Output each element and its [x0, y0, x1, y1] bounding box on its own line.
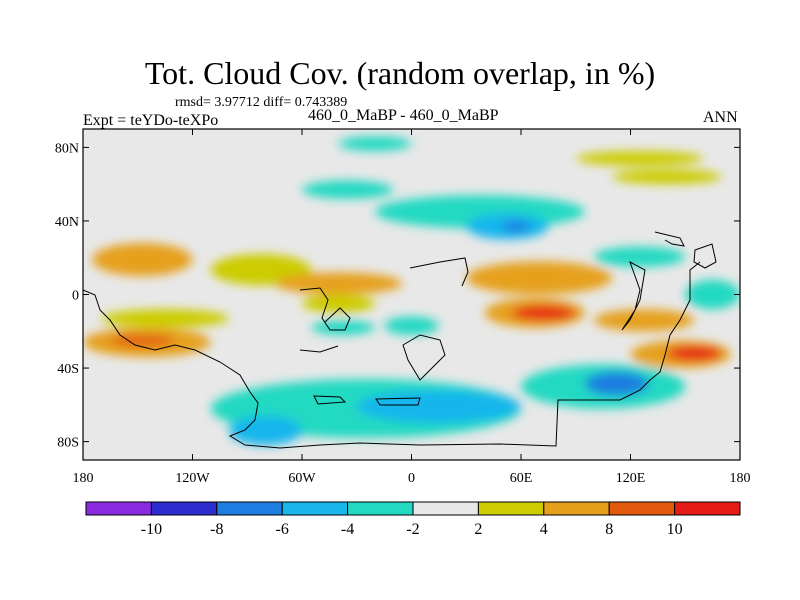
coastlines	[83, 231, 717, 449]
stats-text: rmsd= 3.97712 diff= 0.743389	[175, 95, 348, 110]
y-tick-label: 0	[72, 289, 79, 304]
anomaly-region-13	[594, 309, 695, 332]
coastline-ice-shelf-a	[313, 395, 347, 405]
colorbar-label: 4	[540, 521, 548, 538]
colorbar-label: -2	[406, 521, 419, 538]
x-tick-label: 120W	[175, 471, 210, 486]
coastline-arabia	[409, 257, 469, 287]
anomaly-region-29	[229, 415, 302, 446]
anomaly-region-15	[667, 345, 722, 361]
y-tick-label: 80N	[55, 141, 79, 156]
colorbar-label: 8	[605, 521, 613, 538]
coastline-main	[83, 261, 701, 449]
axis-ticks	[82, 129, 741, 460]
coastline-africa-east	[299, 287, 351, 331]
anomaly-region-18	[502, 220, 531, 232]
colorbar-label: -10	[141, 521, 162, 538]
x-tick-label: 60W	[288, 471, 316, 486]
y-tick-label: 80S	[57, 436, 79, 451]
coastline-island-arc	[621, 260, 646, 331]
colorbar-swatch-8	[608, 501, 676, 516]
anomaly-region-1	[137, 254, 184, 269]
x-axis-labels: 180 120W 60W 0 60E 120E 180	[73, 471, 751, 486]
coastline-north-east-pacific	[693, 243, 717, 269]
anomaly-region-19	[302, 180, 394, 199]
colorbar-label: -4	[341, 521, 354, 538]
y-axis-labels: 80N 40N 0 40S 80S	[55, 141, 79, 450]
x-tick-label: 0	[408, 471, 415, 486]
y-tick-label: 40S	[57, 362, 79, 377]
x-tick-label: 60E	[510, 471, 533, 486]
colorbar-label: 2	[474, 521, 482, 538]
x-tick-label: 180	[730, 471, 751, 486]
coastline-ice-shelf-b	[375, 397, 421, 406]
anomaly-region-12	[511, 305, 576, 321]
anomaly-region-6	[274, 272, 403, 295]
contour-fields	[83, 136, 740, 446]
x-tick-label: 120E	[616, 471, 646, 486]
colorbar-swatch-1	[150, 501, 218, 516]
colorbar-swatch-4	[347, 501, 414, 516]
colorbar-label: -6	[276, 521, 289, 538]
x-tick-label: 180	[73, 471, 94, 486]
anomaly-region-23	[594, 246, 686, 267]
anomaly-region-10	[466, 261, 613, 295]
anomaly-region-21	[575, 151, 704, 166]
coastline-madagascar	[402, 334, 446, 381]
colorbar-label: 10	[667, 521, 683, 538]
case-label: 460_0_MaBP - 460_0_MaBP	[308, 107, 499, 124]
colorbar-label: -8	[210, 521, 223, 538]
colorbar-swatch-3	[281, 501, 349, 516]
anomaly-region-24	[685, 279, 740, 310]
season-label: ANN	[703, 109, 738, 126]
anomaly-region-9	[384, 316, 439, 335]
colorbar-swatch-9	[674, 501, 741, 516]
anomaly-region-2	[101, 309, 229, 328]
anomaly-region-20	[338, 136, 412, 152]
colorbar: -10 -8 -6 -4 -2 2 4 8 10	[85, 501, 741, 538]
anomaly-region-7	[302, 294, 375, 313]
colorbar-swatch-2	[216, 501, 283, 516]
colorbar-swatch-6	[477, 501, 545, 516]
colorbar-swatch-0	[85, 501, 152, 516]
coastline-horn	[299, 345, 339, 353]
anomaly-region-26	[356, 390, 521, 424]
chart-title: Tot. Cloud Cov. (random overlap, in %)	[144, 55, 656, 91]
anomaly-region-22	[612, 169, 722, 185]
anomaly-region-28	[584, 371, 649, 396]
anomaly-region-8	[311, 320, 375, 335]
colorbar-swatch-7	[543, 501, 610, 516]
anomaly-region-4	[110, 334, 175, 346]
coastline-north-west-pacific	[654, 231, 685, 247]
experiment-label: Expt = teYDo-teXPo	[83, 112, 219, 129]
y-tick-label: 40N	[55, 215, 79, 230]
colorbar-swatch-5	[412, 501, 479, 516]
